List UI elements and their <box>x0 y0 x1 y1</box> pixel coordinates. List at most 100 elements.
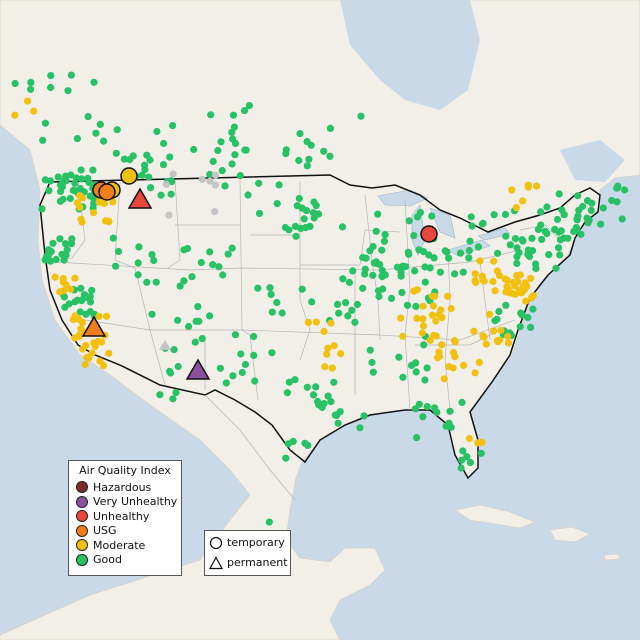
good-monitor-dot <box>490 211 498 219</box>
moderate-monitor-dot <box>419 322 428 330</box>
good-monitor-dot <box>145 173 153 181</box>
good-monitor-dot <box>71 179 79 187</box>
good-monitor-dot <box>146 156 154 164</box>
moderate-monitor-dot <box>30 107 38 115</box>
good-monitor-dot <box>423 364 431 372</box>
good-monitor-dot <box>77 284 85 292</box>
moderate-monitor-dot <box>438 341 446 349</box>
good-monitor-dot <box>374 210 382 218</box>
good-monitor-dot <box>477 449 485 457</box>
good-monitor-dot <box>63 246 71 254</box>
good-monitor-dot <box>307 141 315 149</box>
good-monitor-dot <box>65 300 73 308</box>
good-monitor-dot <box>27 78 35 86</box>
good-monitor-dot <box>436 268 444 276</box>
good-monitor-dot <box>285 226 293 234</box>
good-monitor-dot <box>305 155 313 163</box>
moderate-monitor-dot <box>429 302 437 310</box>
moderate-monitor-dot <box>451 338 459 346</box>
legend-item-usg: USG <box>69 524 181 539</box>
good-monitor-dot <box>61 176 69 184</box>
unhealthy-temporary-marker <box>420 225 438 243</box>
good-monitor-dot <box>251 377 259 385</box>
good-monitor-dot <box>214 146 222 155</box>
good-monitor-dot <box>45 187 53 195</box>
moderate-monitor-dot <box>523 282 531 290</box>
good-monitor-dot <box>49 239 57 247</box>
moderate-monitor-dot <box>527 274 535 282</box>
good-monitor-dot <box>229 135 237 143</box>
moderate-monitor-dot <box>504 333 512 341</box>
moderate-monitor-dot <box>434 354 442 362</box>
moderate-monitor-dot <box>321 363 329 371</box>
good-monitor-dot <box>314 397 322 406</box>
good-monitor-dot <box>241 360 249 369</box>
moderate-monitor-dot <box>444 292 452 300</box>
good-monitor-dot <box>303 383 311 391</box>
good-monitor-dot <box>85 178 93 187</box>
moderate-monitor-dot <box>478 438 486 446</box>
legend-label: USG <box>93 524 117 538</box>
triangle-icon <box>209 555 223 569</box>
good-monitor-dot <box>166 153 174 161</box>
good-monitor-dot <box>90 78 98 86</box>
moderate-monitor-dot <box>471 369 479 377</box>
moderate-monitor-dot <box>432 317 440 325</box>
moderate-monitor-dot <box>491 287 499 295</box>
good-monitor-dot <box>112 149 120 157</box>
moderate-monitor-dot <box>330 342 338 350</box>
good-monitor-dot <box>84 113 92 121</box>
good-monitor-dot <box>282 150 290 158</box>
good-monitor-dot <box>516 323 524 331</box>
good-monitor-dot <box>275 181 283 189</box>
good-monitor-dot <box>501 210 509 219</box>
good-monitor-dot <box>574 192 582 200</box>
good-monitor-dot <box>73 296 82 304</box>
good-monitor-dot <box>518 311 526 319</box>
good-monitor-dot <box>528 234 536 242</box>
good-monitor-dot <box>351 318 359 326</box>
moderate-monitor-dot <box>95 312 103 320</box>
good-monitor-dot <box>395 353 403 361</box>
good-monitor-dot <box>348 306 356 314</box>
good-monitor-dot <box>397 268 405 276</box>
usg-permanent-marker <box>81 315 107 337</box>
moderate-monitor-dot <box>445 363 453 371</box>
moderate-monitor-dot <box>501 275 509 283</box>
moderate-monitor-dot <box>476 257 484 265</box>
moderate-monitor-dot <box>435 348 443 356</box>
good-monitor-dot <box>219 271 227 279</box>
good-monitor-dot <box>404 248 412 256</box>
state-lines <box>54 179 561 411</box>
good-monitor-dot <box>572 223 580 232</box>
good-monitor-dot <box>393 263 402 271</box>
good-monitor-dot <box>81 292 89 300</box>
moderate-monitor-dot <box>504 339 512 347</box>
hazardous-swatch <box>76 481 88 494</box>
good-monitor-dot <box>45 250 53 259</box>
good-monitor-dot <box>412 368 420 376</box>
moderate-monitor-dot <box>431 292 439 300</box>
moderate-monitor-dot <box>440 375 448 383</box>
legend-item-hazardous: Hazardous <box>69 480 181 495</box>
good-monitor-dot <box>52 255 60 264</box>
good-monitor-dot <box>241 146 249 154</box>
good-monitor-dot <box>421 278 429 286</box>
good-monitor-dot <box>198 335 206 343</box>
good-monitor-dot <box>308 298 316 306</box>
good-monitor-dot <box>378 246 386 254</box>
moderate-monitor-dot <box>438 313 446 322</box>
moderate-swatch <box>76 539 88 552</box>
good-monitor-dot <box>185 322 193 331</box>
moderate-monitor-dot <box>509 278 518 287</box>
good-monitor-dot <box>353 300 361 309</box>
good-monitor-dot <box>283 389 291 397</box>
good-monitor-dot <box>574 212 582 220</box>
good-monitor-dot <box>458 398 466 406</box>
good-monitor-dot <box>228 244 236 252</box>
moderate-monitor-dot <box>482 340 490 348</box>
good-monitor-dot <box>176 282 184 290</box>
good-monitor-dot <box>62 240 70 248</box>
good-monitor-dot <box>378 266 386 274</box>
good-monitor-dot <box>366 346 374 354</box>
